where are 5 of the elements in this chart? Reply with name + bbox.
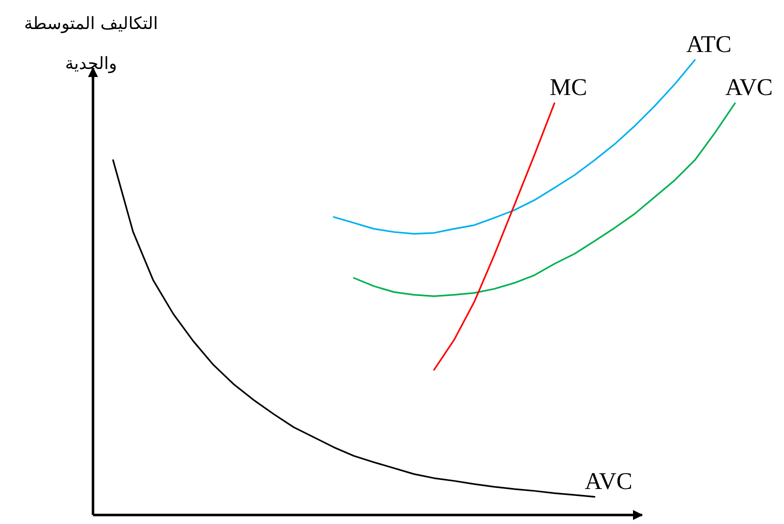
series-label: ATC xyxy=(686,32,732,58)
series-label: AVC xyxy=(725,75,773,102)
series-label: MC xyxy=(550,75,588,102)
ylabel: التكاليف المتوسطة والحدية xyxy=(23,13,159,76)
series-label: AVC xyxy=(584,468,632,495)
